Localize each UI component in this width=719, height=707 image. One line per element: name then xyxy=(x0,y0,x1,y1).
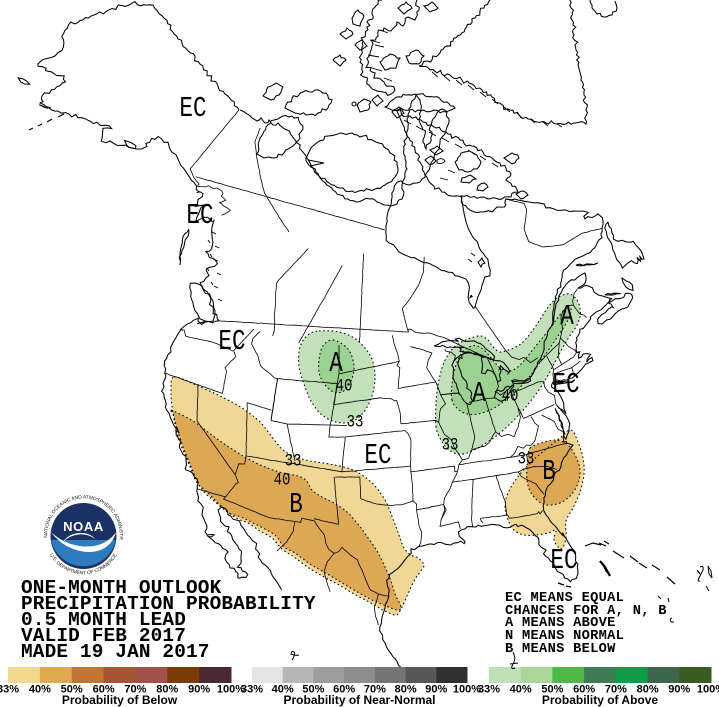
svg-text:60%: 60% xyxy=(573,684,595,696)
svg-text:50%: 50% xyxy=(541,684,563,696)
svg-text:Probability of Above: Probability of Above xyxy=(542,693,659,707)
svg-text:B: B xyxy=(289,487,303,520)
svg-text:Probability of Below: Probability of Below xyxy=(62,693,178,707)
svg-text:80%: 80% xyxy=(156,684,178,696)
svg-text:A: A xyxy=(472,376,486,409)
svg-text:50%: 50% xyxy=(61,684,83,696)
svg-text:90%: 90% xyxy=(188,684,210,696)
svg-text:70%: 70% xyxy=(124,684,146,696)
svg-text:33%: 33% xyxy=(241,684,263,696)
svg-text:33: 33 xyxy=(442,435,459,455)
svg-text:EC: EC xyxy=(552,367,579,400)
svg-text:A: A xyxy=(560,299,574,332)
svg-text:40%: 40% xyxy=(510,684,532,696)
svg-text:100%: 100% xyxy=(217,684,245,696)
svg-text:Probability of Near-Normal: Probability of Near-Normal xyxy=(283,693,435,707)
svg-text:90%: 90% xyxy=(425,684,447,696)
svg-text:B: B xyxy=(542,454,556,487)
svg-text:100%: 100% xyxy=(453,684,481,696)
svg-text:NOAA: NOAA xyxy=(63,519,104,534)
svg-text:33%: 33% xyxy=(0,684,19,696)
svg-text:33: 33 xyxy=(285,451,302,471)
svg-text:70%: 70% xyxy=(605,684,627,696)
svg-text:EC: EC xyxy=(186,198,213,231)
svg-text:EC: EC xyxy=(364,438,391,471)
svg-text:90%: 90% xyxy=(668,684,690,696)
svg-text:40: 40 xyxy=(502,386,519,406)
svg-text:33: 33 xyxy=(518,449,535,469)
svg-text:A: A xyxy=(329,346,343,379)
svg-text:EC: EC xyxy=(550,543,577,576)
svg-text:33: 33 xyxy=(347,412,364,432)
svg-text:60%: 60% xyxy=(333,684,355,696)
svg-text:50%: 50% xyxy=(302,684,324,696)
svg-text:80%: 80% xyxy=(395,684,417,696)
svg-text:80%: 80% xyxy=(637,684,659,696)
svg-text:40%: 40% xyxy=(272,684,294,696)
svg-text:NATIONAL OCEANIC AND ATMOSPHER: NATIONAL OCEANIC AND ATMOSPHERIC ADMINIS… xyxy=(0,0,124,541)
svg-text:40: 40 xyxy=(336,376,353,396)
svg-text:40: 40 xyxy=(274,470,291,490)
svg-text:EC: EC xyxy=(179,91,206,124)
svg-text:100%: 100% xyxy=(697,684,719,696)
svg-text:33%: 33% xyxy=(478,684,500,696)
svg-text:60%: 60% xyxy=(93,684,115,696)
svg-text:EC: EC xyxy=(218,324,245,357)
svg-text:40%: 40% xyxy=(29,684,51,696)
svg-text:70%: 70% xyxy=(364,684,386,696)
